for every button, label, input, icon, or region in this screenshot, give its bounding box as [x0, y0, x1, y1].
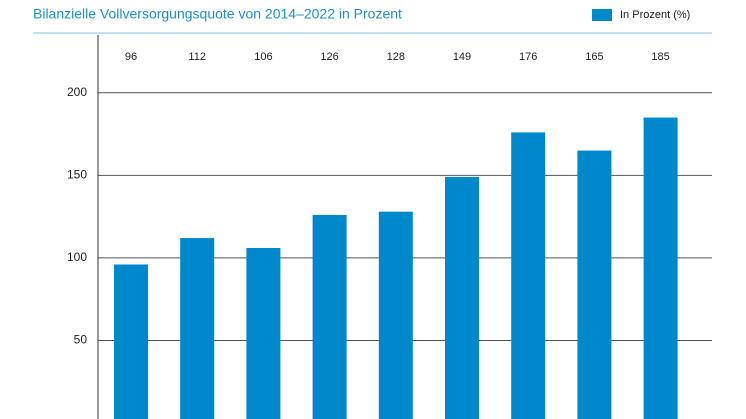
data-label: 185: [651, 51, 669, 63]
data-label: 128: [387, 51, 405, 63]
legend-label: In Prozent (%): [620, 9, 690, 21]
y-tick-label: 50: [74, 333, 88, 347]
bar: [378, 211, 413, 419]
data-label: 165: [585, 51, 603, 63]
data-label: 112: [188, 51, 206, 63]
data-label: 106: [254, 51, 272, 63]
y-tick-label: 100: [67, 250, 87, 264]
data-label: 96: [125, 51, 137, 63]
bar: [577, 150, 612, 419]
data-label: 176: [519, 51, 537, 63]
data-label: 149: [453, 51, 471, 63]
y-tick-label: 150: [67, 168, 87, 182]
chart-title: Bilanzielle Vollversorgungsquote von 201…: [33, 6, 402, 22]
bar: [511, 132, 546, 419]
bar: [180, 238, 215, 419]
bar: [643, 117, 678, 419]
bar: [114, 264, 148, 419]
legend-swatch: [592, 9, 612, 21]
bar: [445, 176, 479, 419]
data-label: 126: [320, 51, 338, 63]
bar: [246, 247, 281, 419]
bar: [312, 214, 347, 419]
y-tick-label: 200: [67, 85, 87, 99]
